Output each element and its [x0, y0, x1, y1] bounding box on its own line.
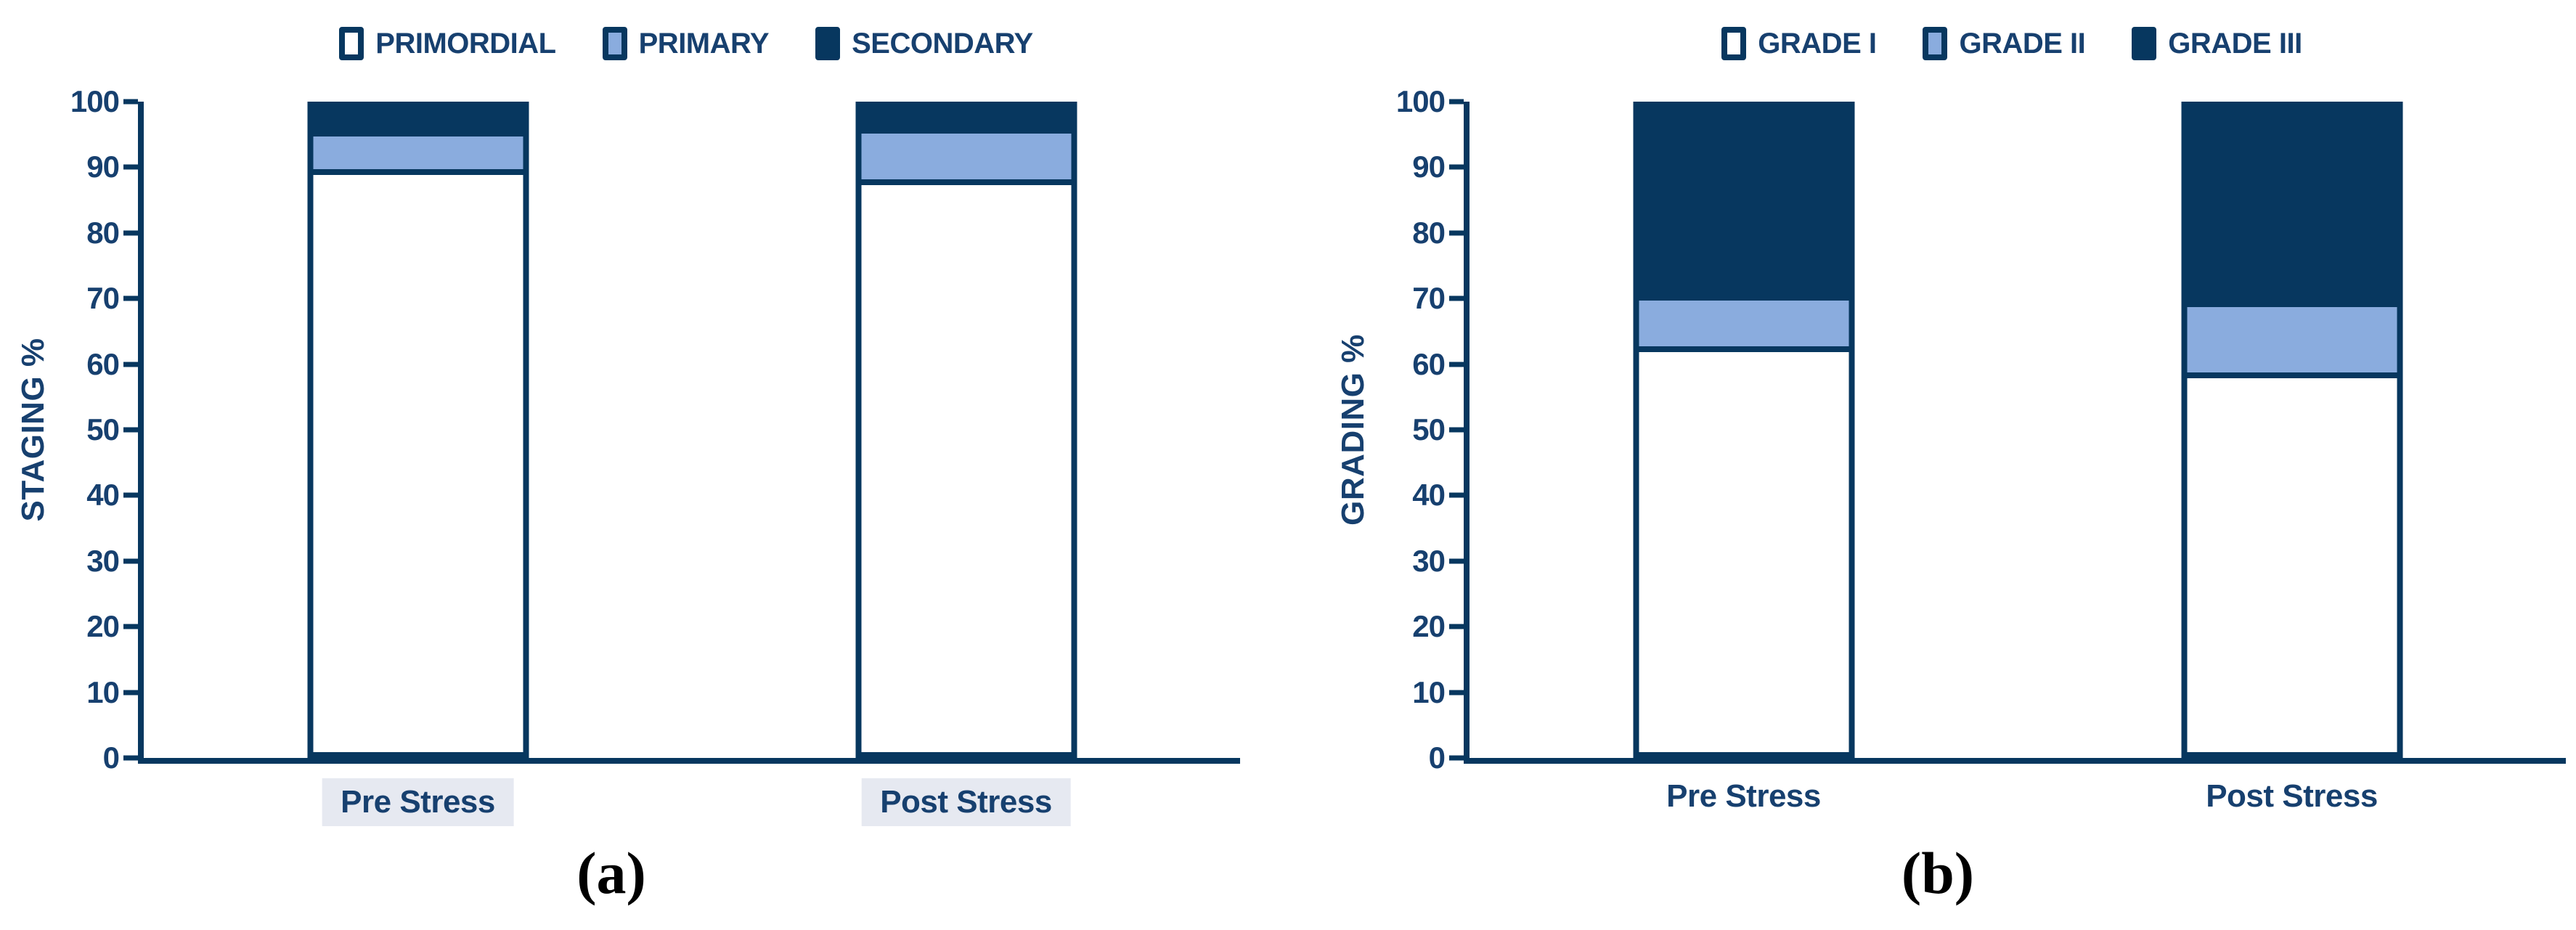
y-tick-label: 40: [1412, 478, 1446, 513]
legend-label: GRADE II: [1959, 27, 2086, 60]
stacked-bar-post-stress: [855, 102, 1077, 758]
y-axis-title: STAGING %: [15, 338, 51, 522]
y-tick-mark: [1449, 492, 1464, 498]
stacked-bar-post-stress: [2181, 102, 2402, 758]
y-tick-mark: [123, 558, 138, 564]
y-tick-label: 80: [86, 215, 120, 250]
y-tick-mark: [1449, 755, 1464, 761]
bar-segment-grade-i: [2187, 378, 2397, 752]
legend-label: PRIMARY: [638, 27, 770, 60]
y-tick-label: 100: [70, 84, 120, 118]
figure-a-staging-chart: PRIMORDIAL PRIMARY SECONDARY STAGING % 0 10…: [15, 22, 1240, 906]
legend-item-primordial: PRIMORDIAL: [339, 27, 556, 60]
bar-segment-grade-iii: [2187, 107, 2397, 308]
y-tick-label: 20: [86, 609, 120, 644]
bar-segment-primary: [861, 133, 1071, 185]
y-tick-mark: [123, 99, 138, 105]
y-tick-label: 100: [1395, 84, 1446, 118]
figure-caption: (b): [1901, 840, 1975, 906]
y-tick-mark: [123, 492, 138, 498]
y-tick-label: 50: [1412, 412, 1446, 446]
y-tick-mark: [123, 427, 138, 433]
legend-label: PRIMORDIAL: [375, 27, 556, 60]
y-tick-mark: [1449, 690, 1464, 696]
y-tick-label: 70: [86, 281, 120, 316]
legend-item-grade-iii: GRADE III: [2132, 27, 2302, 60]
legend: PRIMORDIAL PRIMARY SECONDARY: [138, 22, 1234, 65]
y-tick-label: 90: [1412, 150, 1446, 184]
legend-item-grade-i: GRADE I: [1721, 27, 1877, 60]
y-tick-label: 60: [1412, 346, 1446, 381]
bar-segment-primordial: [861, 184, 1071, 752]
bar-segment-secondary: [313, 107, 523, 136]
legend-item-grade-ii: GRADE II: [1923, 27, 2086, 60]
x-category-label: Post Stress: [861, 778, 1071, 826]
bar-segment-primary: [313, 136, 523, 176]
bar-segment-secondary: [861, 107, 1071, 134]
y-tick-label: 40: [86, 478, 120, 513]
y-tick-mark: [1449, 295, 1464, 301]
y-tick-label: 30: [1412, 543, 1446, 578]
y-tick-label: 0: [1428, 741, 1446, 775]
y-tick-label: 70: [1412, 281, 1446, 316]
y-tick-mark: [123, 362, 138, 367]
figure-b-grading-chart: GRADE I GRADE II GRADE III GRADING % 0 10 20…: [1288, 0, 2576, 930]
legend: GRADE I GRADE II GRADE III: [1464, 22, 2560, 65]
bar-segment-grade-iii: [1639, 107, 1849, 301]
legend-item-primary: PRIMARY: [602, 27, 770, 60]
legend-swatch-icon: [2132, 27, 2157, 60]
legend-swatch-icon: [815, 27, 841, 60]
y-tick-mark: [1449, 624, 1464, 629]
y-tick-label: 10: [1412, 674, 1446, 709]
y-tick-label: 60: [86, 346, 120, 381]
y-tick-label: 30: [86, 543, 120, 578]
y-tick-label: 50: [86, 412, 120, 446]
plot-area: 0 10 20 30 40 50 60 70 80 90 100 Pre Stress Post Str…: [70, 84, 1240, 826]
legend-swatch-icon: [339, 27, 364, 60]
y-tick-mark: [1449, 99, 1464, 105]
bar-segment-grade-ii: [1639, 301, 1849, 353]
legend-swatch-icon: [602, 27, 627, 60]
y-tick-label: 90: [86, 150, 120, 184]
stacked-bar-pre-stress: [307, 102, 529, 758]
legend-label: GRADE III: [2168, 27, 2302, 60]
y-tick-mark: [123, 755, 138, 761]
x-category-label: Pre Stress: [322, 778, 514, 826]
y-tick-mark: [1449, 362, 1464, 367]
y-tick-mark: [123, 624, 138, 629]
bar-segment-grade-ii: [2187, 307, 2397, 378]
y-tick-label: 0: [102, 741, 120, 775]
plot-area: 0 10 20 30 40 50 60 70 80 90 100 Pre Stress Post Str…: [1396, 84, 2566, 814]
y-tick-mark: [1449, 558, 1464, 564]
y-tick-mark: [123, 690, 138, 696]
y-tick-mark: [1449, 164, 1464, 170]
bar-segment-grade-i: [1639, 352, 1849, 752]
y-tick-label: 10: [86, 674, 120, 709]
x-category-label: Post Stress: [2206, 778, 2378, 814]
y-tick-mark: [123, 295, 138, 301]
y-tick-mark: [1449, 427, 1464, 433]
legend-swatch-icon: [1923, 27, 1948, 60]
y-tick-label: 80: [1412, 215, 1446, 250]
y-axis-title: GRADING %: [1335, 334, 1371, 526]
legend-label: GRADE I: [1758, 27, 1877, 60]
bar-segment-primordial: [313, 175, 523, 752]
y-tick-label: 20: [1412, 609, 1446, 644]
figure-caption: (a): [576, 840, 646, 906]
legend-label: SECONDARY: [852, 27, 1033, 60]
legend-item-secondary: SECONDARY: [815, 27, 1033, 60]
legend-swatch-icon: [1721, 27, 1747, 60]
x-category-label: Pre Stress: [1666, 778, 1821, 814]
y-tick-mark: [1449, 230, 1464, 236]
stacked-bar-pre-stress: [1633, 102, 1854, 758]
y-tick-mark: [123, 230, 138, 236]
y-tick-mark: [123, 164, 138, 170]
